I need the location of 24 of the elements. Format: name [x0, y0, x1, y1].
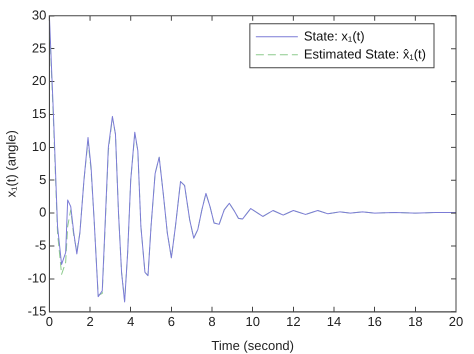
y-tick-label: 0: [39, 204, 46, 220]
x-tick-label: 10: [245, 314, 260, 330]
y-tick-label: 10: [32, 138, 46, 154]
x-tick-label: 20: [448, 314, 464, 330]
y-tick-label: 15: [32, 106, 46, 122]
x-tick-label: 6: [168, 314, 175, 330]
x-tick-label: 8: [208, 314, 216, 330]
x-tick-label: 14: [326, 314, 342, 330]
x-tick-label: 2: [86, 314, 94, 330]
x-axis-title: Time (second): [211, 338, 294, 353]
y-tick-label: 25: [32, 40, 46, 56]
y-tick-label: 5: [39, 172, 46, 187]
x-tick-label: 18: [408, 314, 423, 330]
y-tick-label: -15: [28, 303, 46, 318]
legend-label: Estimated State: x̂₁(t): [304, 46, 426, 62]
x-tick-label: 16: [367, 314, 382, 330]
y-tick-label: 20: [32, 73, 46, 88]
y-tick-label: 30: [32, 7, 46, 22]
y-axis-title: x₁(t) (angle): [3, 130, 18, 198]
x-tick-label: 12: [286, 314, 301, 330]
y-tick-label: -5: [34, 238, 46, 253]
x-tick-label: 4: [127, 314, 134, 330]
y-tick-label: -10: [28, 270, 46, 286]
legend-label: State: x₁(t): [304, 28, 365, 44]
